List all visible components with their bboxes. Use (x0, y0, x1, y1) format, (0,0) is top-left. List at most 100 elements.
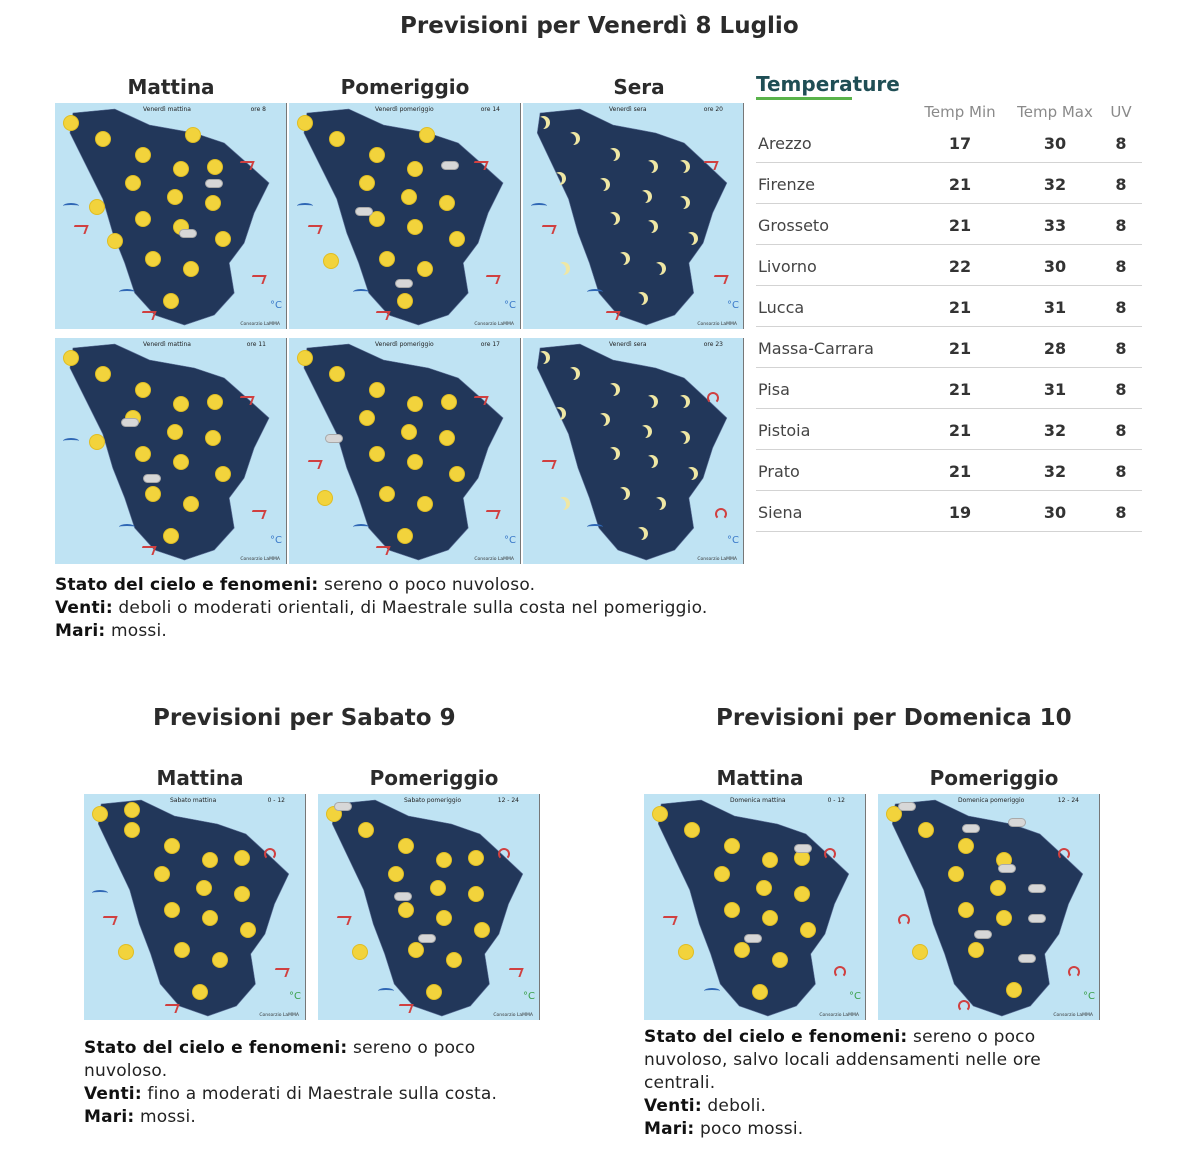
title-underline (756, 97, 852, 100)
moon-icon (553, 263, 566, 276)
table-row: Prato 21 32 8 (756, 450, 1142, 491)
temperature-trend-icon: °C (270, 535, 282, 546)
temp-min: 19 (948, 503, 972, 522)
weather-map: Sabato mattina 0 - 12 °C Consorzio LaMMA (84, 794, 306, 1020)
wind-curl-icon (1058, 848, 1070, 860)
sun-icon (419, 127, 435, 143)
map-caption: Domenica pomeriggio (958, 797, 1025, 804)
sun-icon (164, 902, 180, 918)
sun-icon (449, 231, 465, 247)
uv-index: 8 (1115, 339, 1127, 358)
city-name: Arezzo (758, 134, 812, 153)
temperature-table-title: Temperature (756, 72, 900, 96)
sunday-col-pomeriggio: Pomeriggio (929, 766, 1059, 790)
map-time: 0 - 12 (827, 797, 845, 804)
moon-icon (641, 396, 654, 409)
weather-map: Venerdì sera ore 23 °C Consorzio LaMMA (523, 338, 744, 564)
temp-max: 32 (1043, 175, 1067, 194)
moon-icon (563, 133, 576, 146)
sea-wave-icon (353, 289, 369, 295)
sun-icon (407, 161, 423, 177)
sun-icon (652, 806, 668, 822)
sun-icon (329, 131, 345, 147)
wind-label: Venti: (55, 598, 113, 618)
sun-icon (752, 984, 768, 1000)
temp-min: 21 (948, 421, 972, 440)
map-caption: Venerdì pomeriggio (375, 341, 434, 348)
moon-icon (635, 191, 648, 204)
sun-icon (407, 454, 423, 470)
sun-icon (474, 922, 490, 938)
moon-icon (635, 426, 648, 439)
sun-icon (800, 922, 816, 938)
cloud-icon (1028, 914, 1046, 923)
temp-min: 21 (948, 339, 972, 358)
uv-index: 8 (1115, 421, 1127, 440)
sun-icon (990, 880, 1006, 896)
sunday-title: Previsioni per Domenica 10 (716, 705, 1072, 731)
sun-icon (886, 806, 902, 822)
cloud-icon (205, 179, 223, 188)
sun-icon (958, 902, 974, 918)
map-time: ore 8 (250, 106, 266, 113)
temp-max: 33 (1043, 216, 1067, 235)
sun-icon (135, 446, 151, 462)
moon-icon (533, 117, 546, 130)
sky-label: Stato del cielo e fenomeni: (84, 1038, 348, 1058)
sun-icon (164, 838, 180, 854)
city-name: Grosseto (758, 216, 829, 235)
sun-icon (95, 131, 111, 147)
sun-icon (379, 486, 395, 502)
sea-text: poco mossi. (700, 1119, 804, 1139)
sun-icon (369, 147, 385, 163)
map-time: ore 20 (703, 106, 723, 113)
sun-icon (369, 211, 385, 227)
sun-icon (173, 161, 189, 177)
sun-icon (63, 350, 79, 366)
city-name: Pistoia (758, 421, 811, 440)
cloud-icon (418, 934, 436, 943)
friday-col-sera: Sera (613, 75, 665, 99)
temp-max: 31 (1043, 298, 1067, 317)
cloud-icon (1008, 818, 1026, 827)
map-time: 12 - 24 (497, 797, 519, 804)
moon-icon (681, 468, 694, 481)
map-credit: Consorzio LaMMA (697, 322, 737, 327)
uv-index: 8 (1115, 503, 1127, 522)
sea-text: mossi. (111, 621, 168, 641)
moon-icon (673, 197, 686, 210)
sun-icon (212, 952, 228, 968)
map-credit: Consorzio LaMMA (240, 557, 280, 562)
sea-wave-icon (63, 203, 79, 209)
cloud-icon (334, 802, 352, 811)
wind-curl-icon (707, 392, 719, 404)
weather-map: Venerdì mattina ore 8 °C Consorzio LaMMA (55, 103, 287, 329)
moon-icon (533, 352, 546, 365)
header-temp-min: Temp Min (924, 103, 996, 121)
map-caption: Venerdì sera (609, 341, 647, 348)
map-credit: Consorzio LaMMA (474, 322, 514, 327)
moon-icon (673, 161, 686, 174)
header-uv: UV (1110, 103, 1132, 121)
table-row: Pisa 21 31 8 (756, 368, 1142, 409)
sea-label: Mari: (644, 1119, 695, 1139)
sea-wave-icon (297, 203, 313, 209)
cloud-icon (962, 824, 980, 833)
sun-icon (678, 944, 694, 960)
sunday-description: Stato del cielo e fenomeni: sereno o poc… (644, 1026, 1144, 1141)
sea-wave-icon (92, 890, 108, 896)
sun-icon (234, 850, 250, 866)
wind-curl-icon (898, 914, 910, 926)
sun-icon (912, 944, 928, 960)
sun-icon (207, 394, 223, 410)
moon-icon (649, 498, 662, 511)
sun-icon (359, 175, 375, 191)
sea-label: Mari: (84, 1107, 135, 1127)
sea-wave-icon (378, 988, 394, 994)
moon-icon (603, 213, 616, 226)
sun-icon (359, 410, 375, 426)
temperature-trend-icon: °C (270, 300, 282, 311)
saturday-description: Stato del cielo e fenomeni: sereno o poc… (84, 1037, 564, 1129)
sun-icon (185, 127, 201, 143)
sun-icon (118, 944, 134, 960)
